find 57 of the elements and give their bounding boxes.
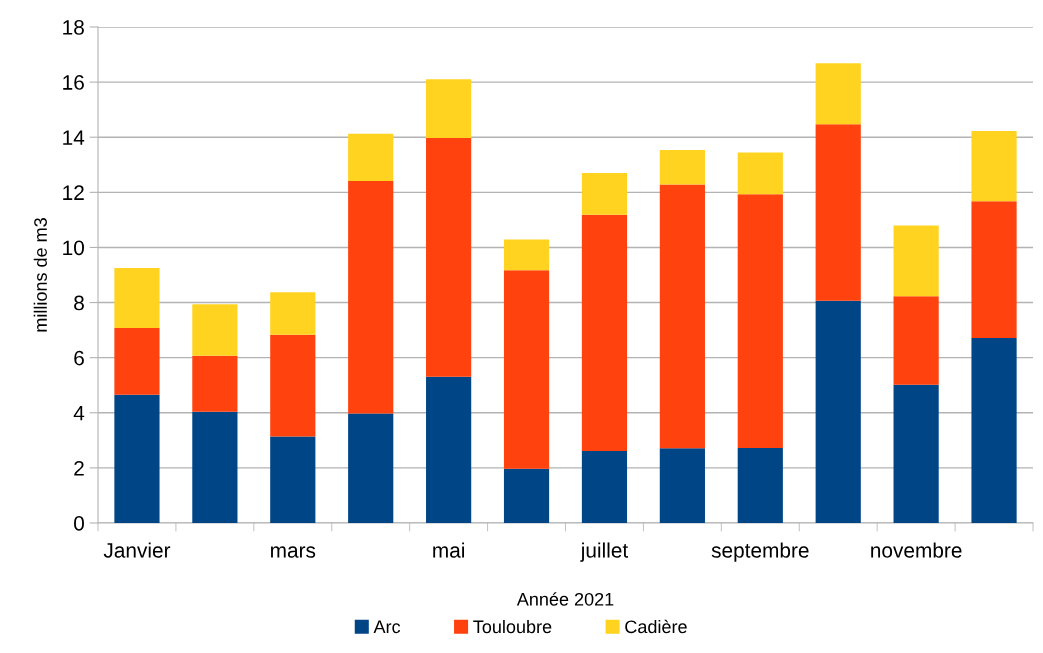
bar <box>114 327 160 395</box>
y-tick-label: 16 <box>63 75 84 90</box>
bar <box>348 133 394 182</box>
bar <box>503 468 550 523</box>
bar <box>426 138 472 377</box>
bar <box>270 436 316 523</box>
bar <box>581 451 628 523</box>
x-tick-label: juillet <box>580 542 629 562</box>
bar <box>270 292 316 335</box>
y-axis-title: millions de m3 <box>33 218 47 332</box>
bar <box>192 304 238 356</box>
bar <box>893 384 939 523</box>
x-tick-label: novembre <box>871 542 962 558</box>
bar <box>348 413 394 523</box>
bar <box>893 225 939 297</box>
bar <box>114 268 160 328</box>
bar <box>971 338 1017 523</box>
bar <box>581 173 628 215</box>
y-tick-label: 2 <box>74 460 84 476</box>
bar <box>659 184 705 449</box>
bar <box>737 194 783 449</box>
bar <box>503 239 550 271</box>
y-tick-label: 12 <box>63 185 84 200</box>
x-tick-label: Janvier <box>103 542 171 558</box>
y-tick-label: 8 <box>74 295 84 311</box>
bar <box>737 448 783 523</box>
bar <box>348 181 394 414</box>
bar <box>114 394 160 523</box>
bar <box>971 201 1017 339</box>
bar <box>270 334 316 437</box>
bar <box>426 376 472 523</box>
x-tick-label: mars <box>271 546 316 558</box>
y-tick-label: 10 <box>63 240 84 256</box>
bar <box>426 79 472 139</box>
legend-label: Arc <box>373 620 401 634</box>
bar <box>815 63 861 125</box>
y-tick-label: 18 <box>63 20 84 35</box>
bar <box>659 448 705 523</box>
y-tick-label: 0 <box>74 516 84 531</box>
legend-label: Cadière <box>625 619 687 634</box>
bar <box>893 296 939 385</box>
bar <box>659 149 705 185</box>
legend-label: Touloubre <box>473 619 552 634</box>
bar <box>503 270 550 469</box>
bar <box>815 300 861 523</box>
y-tick-label: 4 <box>73 405 85 421</box>
bar <box>192 411 238 523</box>
x-tick-label: septembre <box>711 542 809 562</box>
y-tick-label: 6 <box>74 350 84 366</box>
bar <box>815 124 861 301</box>
bar <box>971 130 1017 202</box>
bar <box>192 355 238 412</box>
x-axis-title: Année 2021 <box>516 592 614 606</box>
bar <box>581 214 628 452</box>
x-tick-label: mai <box>433 542 465 558</box>
y-tick-label: 14 <box>63 130 85 145</box>
bar <box>737 152 783 195</box>
